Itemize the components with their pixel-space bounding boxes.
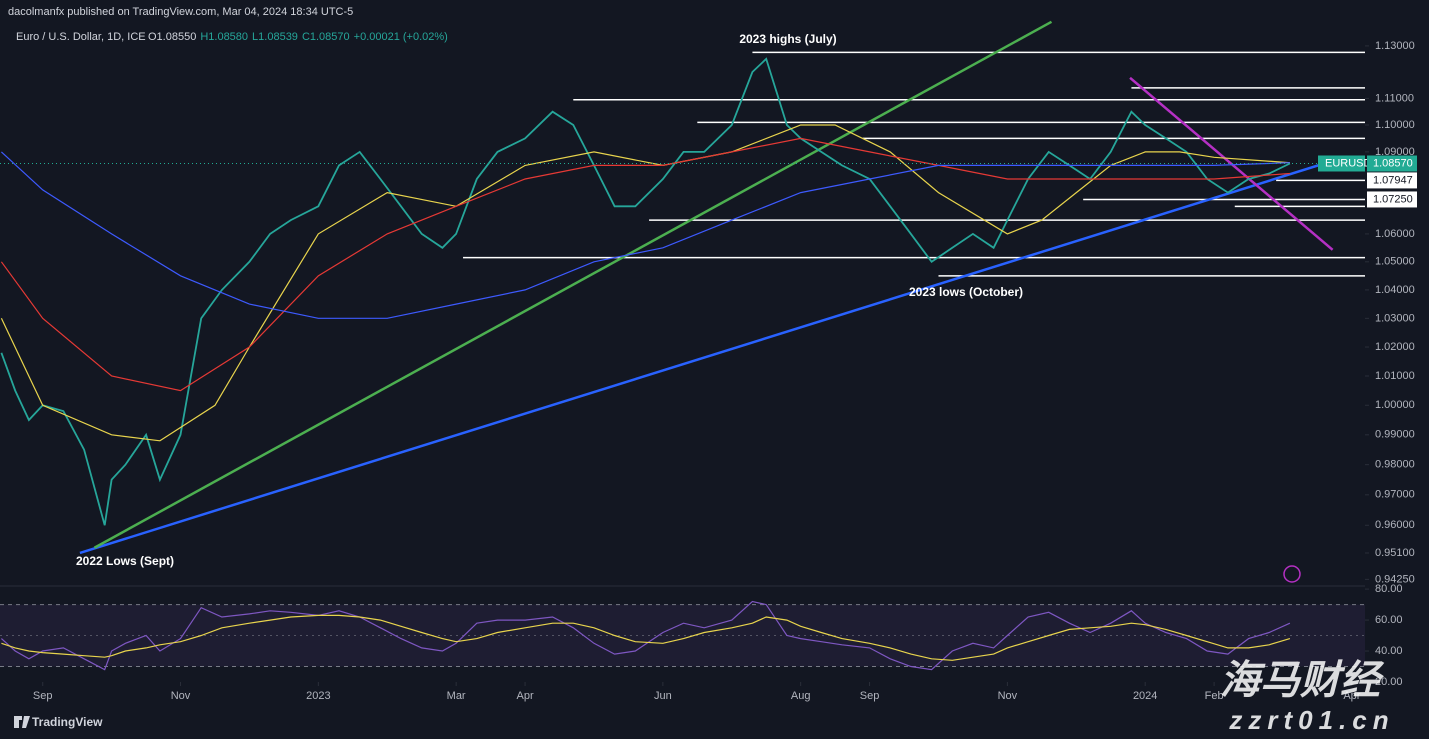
x-tick-label: Aug [791,690,811,702]
logo [14,716,30,728]
rsi-tick-label: 40.00 [1375,645,1403,657]
level-label: 1.07250 [1373,193,1413,205]
annotation: 2023 highs (July) [739,32,836,46]
price-line [0,57,1291,526]
y-tick-label: 0.98000 [1375,459,1415,471]
x-tick-label: Nov [171,690,191,702]
y-tick-label: 1.11000 [1375,92,1414,104]
price-tag [1367,155,1417,172]
trendline [93,20,1053,549]
x-tick-label: Apr [516,690,533,702]
y-tick-label: 1.04000 [1375,284,1415,296]
x-tick-label: Feb [1205,690,1224,702]
moving-average [0,137,1290,392]
y-tick-label: 1.09000 [1375,146,1415,158]
trendline [1129,76,1334,251]
y-tick-label: 1.02000 [1375,341,1415,353]
y-tick-label: 1.00000 [1375,399,1415,411]
y-tick-label: 1.01000 [1375,370,1415,382]
y-tick-label: 1.03000 [1375,312,1415,324]
x-tick-label: Nov [998,690,1018,702]
annotation: 2022 Lows (Sept) [76,554,174,568]
annotation: 2023 lows (October) [909,285,1023,299]
quote-value: O1.08550 [148,31,196,43]
level-tag [1367,191,1417,208]
quote-value: C1.08570 [302,31,350,43]
rsi-band [0,604,1365,667]
x-tick-label: Sep [33,690,53,702]
level-label: 1.07947 [1373,174,1413,186]
quote-value: L1.08539 [252,31,298,43]
quote-value: H1.08580 [200,31,248,43]
icon[interactable] [1283,565,1301,583]
y-tick-label: 0.95100 [1375,547,1415,559]
symbol-label: EURUSD [1325,157,1372,169]
plot [0,20,1365,555]
y-tick-label: 0.96000 [1375,519,1415,531]
rsi-tick-label: 60.00 [1375,614,1403,626]
y-tick-label: 1.13000 [1375,40,1415,52]
rsi-tick-label: 20.00 [1375,676,1403,688]
moving-average [0,151,1290,319]
y-tick-label: 1.05000 [1375,256,1415,268]
y-tick-label: 0.94250 [1375,573,1415,585]
watermark: 海马财经 [1220,659,1385,703]
price-label: 1.08570 [1373,157,1413,169]
watermark: zzrt01.cn [1228,705,1394,735]
symbol-title: Euro / U.S. Dollar, 1D, ICE [16,31,146,43]
y-tick-label: 1.06000 [1375,228,1415,240]
x-tick-label: Mar [447,690,466,702]
x-tick-label: 2024 [1133,690,1157,702]
y-tick-label: 0.97000 [1375,489,1415,501]
header: dacolmanfx published on TradingView.com,… [8,6,353,18]
x-tick-label: Jun [654,690,672,702]
y-tick-label: 1.10000 [1375,119,1415,131]
quote-value: +0.00021 (+0.02%) [354,31,448,43]
trendline [79,155,1346,555]
footer: TradingView [32,715,103,729]
x-tick-label: Apr [1343,690,1360,702]
rsi-tick-label: 80.00 [1375,583,1403,595]
rsi-average [1,614,1291,661]
x-tick-label: 2023 [306,690,330,702]
quote: O1.08550 H1.08580 L1.08539 C1.08570 +0.00021… [148,31,448,43]
level-tag [1367,172,1417,189]
x-tick-label: Sep [860,690,880,702]
y-tick-label: 0.99000 [1375,429,1415,441]
symbol-tag [1318,155,1365,172]
